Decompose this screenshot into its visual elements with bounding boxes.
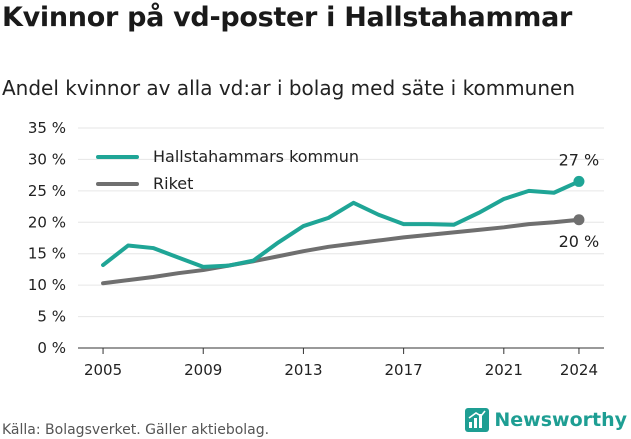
y-tick-label: 35 %: [28, 119, 66, 137]
y-tick-label: 20 %: [28, 213, 66, 231]
newsworthy-logo-icon: [465, 408, 490, 432]
legend-label-riket: Riket: [153, 174, 193, 193]
y-tick-label: 0 %: [37, 339, 66, 357]
series-line-riket: [101, 217, 581, 286]
x-tick-label: 2005: [84, 361, 122, 379]
source-note: Källa: Bolagsverket. Gäller aktiebolag.: [2, 422, 270, 438]
x-tick-label: 2017: [385, 361, 423, 379]
y-tick-label: 10 %: [28, 276, 66, 294]
end-label-riket: 20 %: [559, 232, 600, 251]
legend-label-hallstahammar: Hallstahammars kommun: [153, 147, 359, 166]
end-point-riket: [573, 214, 585, 226]
x-tick-label: 2021: [485, 361, 523, 379]
brand-name: Newsworthy: [494, 409, 627, 431]
x-tick-label: 2013: [284, 361, 322, 379]
end-label-hallstahammar: 27 %: [559, 150, 600, 169]
x-tick-label: 2024: [560, 361, 598, 379]
y-tick-label: 15 %: [28, 245, 66, 263]
end-point-hallstahammar: [573, 175, 585, 187]
y-tick-label: 5 %: [37, 308, 66, 326]
brand-logo: Newsworthy: [465, 408, 627, 432]
x-tick-label: 2009: [184, 361, 222, 379]
y-tick-label: 30 %: [28, 150, 66, 168]
chart-subtitle: Andel kvinnor av alla vd:ar i bolag med …: [2, 76, 575, 100]
series-line-hallstahammar: [101, 179, 581, 269]
chart-title: Kvinnor på vd-poster i Hallstahammar: [2, 2, 573, 33]
y-tick-label: 25 %: [28, 182, 66, 200]
